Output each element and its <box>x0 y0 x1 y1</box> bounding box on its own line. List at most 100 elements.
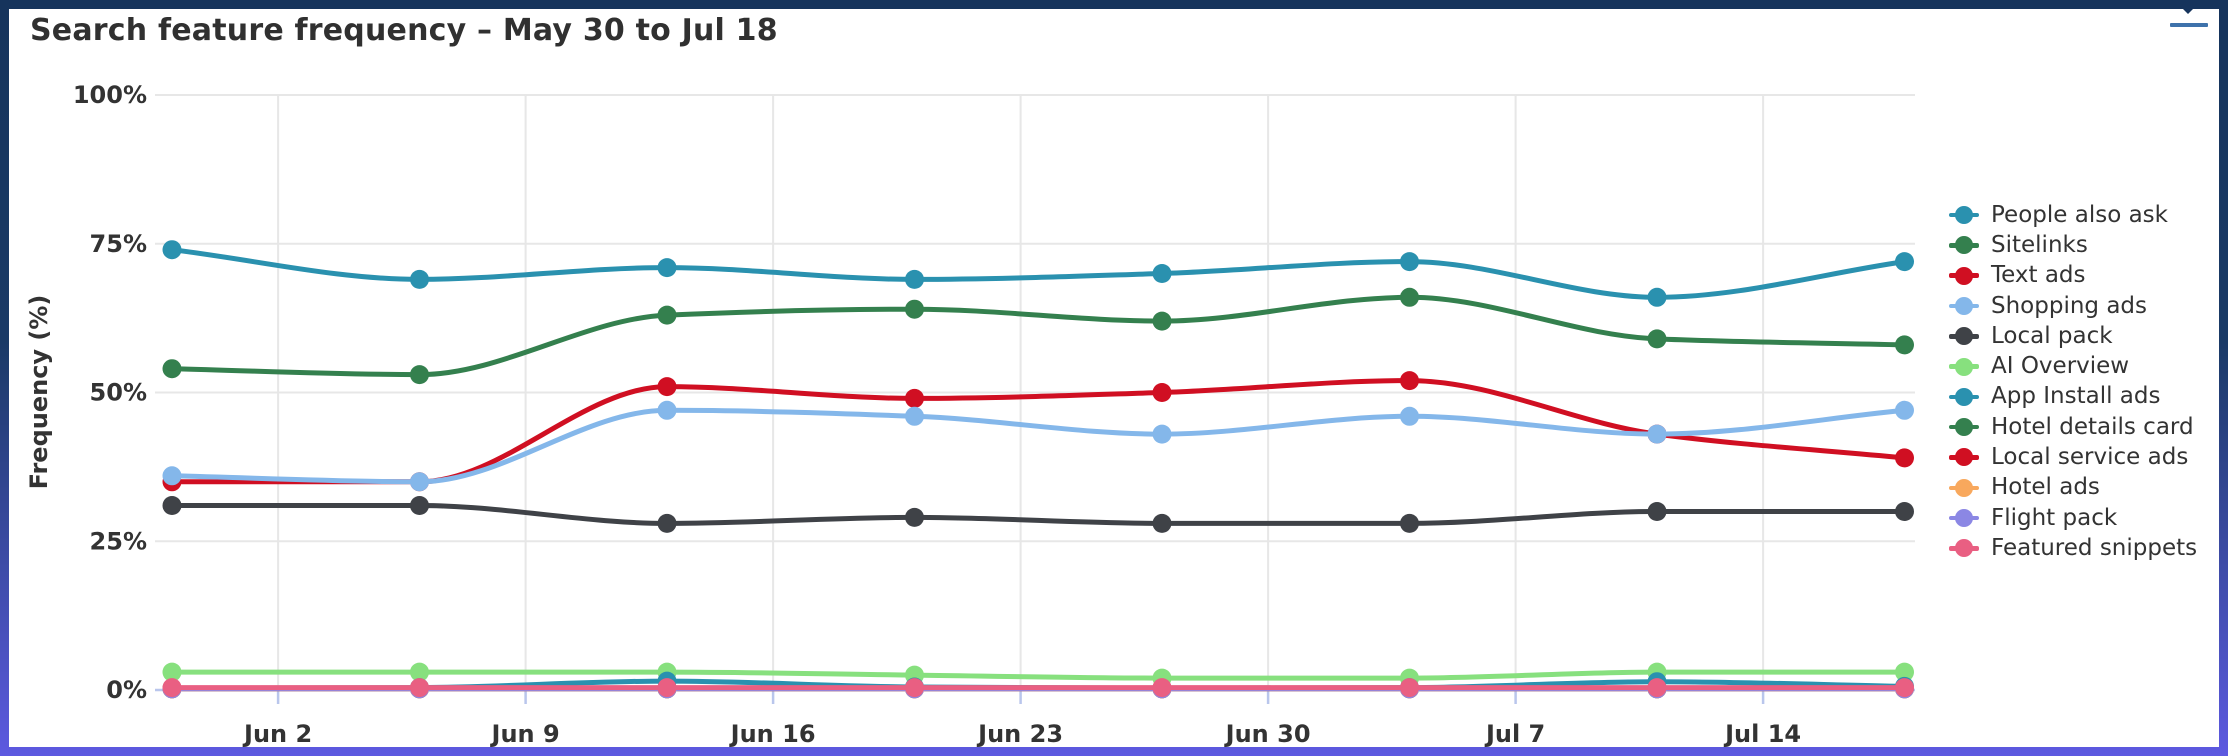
data-point-shopping-ads[interactable] <box>1895 400 1914 420</box>
data-point-text-ads[interactable] <box>1400 371 1419 391</box>
legend-marker-icon <box>1949 540 1979 557</box>
data-point-featured-snippets[interactable] <box>410 678 429 698</box>
data-point-people-also-ask[interactable] <box>905 269 924 289</box>
data-point-featured-snippets[interactable] <box>657 678 677 698</box>
legend-item-ai-overview[interactable]: AI Overview <box>1949 351 2197 381</box>
y-axis-label: Frequency (%) <box>25 295 53 490</box>
data-point-text-ads[interactable] <box>1895 448 1914 468</box>
data-point-local-pack[interactable] <box>410 496 429 515</box>
legend-marker-icon <box>1949 327 1979 345</box>
data-point-sitelinks[interactable] <box>1895 335 1914 355</box>
legend-marker-icon <box>1949 267 1979 284</box>
legend-label: App Install ads <box>1991 383 2161 410</box>
x-tick-label: Jun 30 <box>1224 720 1311 747</box>
legend-marker-icon <box>1949 388 1979 405</box>
data-point-featured-snippets[interactable] <box>1400 678 1419 698</box>
legend-label: AI Overview <box>1991 353 2130 380</box>
legend-label: Local service ads <box>1991 444 2189 471</box>
data-point-people-also-ask[interactable] <box>1895 252 1914 272</box>
data-point-sitelinks[interactable] <box>1152 311 1172 331</box>
chart-menu-button[interactable] <box>2159 0 2219 36</box>
data-point-people-also-ask[interactable] <box>1647 287 1667 307</box>
legend-marker-icon <box>1949 358 1979 375</box>
data-point-featured-snippets[interactable] <box>162 678 182 698</box>
data-point-shopping-ads[interactable] <box>1400 406 1419 426</box>
chart-legend: People also ask Sitelinks Text ads Shopping… <box>1949 200 2197 564</box>
data-point-text-ads[interactable] <box>1152 383 1172 402</box>
data-point-featured-snippets[interactable] <box>905 678 924 698</box>
legend-item-local-service-ads[interactable]: Local service ads <box>1949 442 2197 472</box>
legend-marker-icon <box>1949 297 1979 314</box>
legend-label: Hotel ads <box>1991 474 2100 501</box>
y-tick-label: 25% <box>90 527 147 555</box>
series-line-shopping-ads[interactable] <box>169 407 1907 485</box>
data-point-ai-overview[interactable] <box>410 662 429 682</box>
data-point-shopping-ads[interactable] <box>905 406 924 426</box>
legend-item-text-ads[interactable]: Text ads <box>1949 261 2197 291</box>
data-point-people-also-ask[interactable] <box>162 240 182 260</box>
data-point-shopping-ads[interactable] <box>1152 424 1172 444</box>
chart-title: Search feature frequency – May 30 to Jul… <box>30 13 778 48</box>
data-point-people-also-ask[interactable] <box>657 258 677 278</box>
data-point-local-pack[interactable] <box>657 513 677 533</box>
data-point-shopping-ads[interactable] <box>1647 424 1667 444</box>
legend-item-shopping-ads[interactable]: Shopping ads <box>1949 291 2197 321</box>
legend-item-local-pack[interactable]: Local pack <box>1949 321 2197 351</box>
data-point-shopping-ads[interactable] <box>410 472 429 492</box>
legend-marker-icon <box>1949 509 1979 526</box>
data-point-people-also-ask[interactable] <box>1152 264 1172 283</box>
legend-label: Sitelinks <box>1991 231 2088 258</box>
legend-item-featured-snippets[interactable]: Featured snippets <box>1949 533 2197 563</box>
chart-card: Search feature frequency – May 30 to Jul… <box>9 1 2219 747</box>
legend-item-people-also-ask[interactable]: People also ask <box>1949 200 2197 230</box>
legend-label: Featured snippets <box>1991 534 2198 561</box>
data-point-people-also-ask[interactable] <box>1400 252 1419 272</box>
y-tick-label: 50% <box>90 379 147 407</box>
data-point-local-pack[interactable] <box>905 507 924 527</box>
data-point-sitelinks[interactable] <box>905 299 924 319</box>
data-point-local-pack[interactable] <box>1647 502 1667 521</box>
series-line-people-also-ask[interactable] <box>169 247 1907 300</box>
data-point-shopping-ads[interactable] <box>162 466 182 486</box>
data-point-text-ads[interactable] <box>657 377 677 397</box>
series-line-ai-overview[interactable] <box>169 669 1907 681</box>
data-point-ai-overview[interactable] <box>162 662 182 682</box>
legend-marker-icon <box>1949 206 1979 223</box>
legend-item-hotel-details-card[interactable]: Hotel details card <box>1949 412 2197 442</box>
data-point-featured-snippets[interactable] <box>1152 678 1172 698</box>
data-point-sitelinks[interactable] <box>410 365 429 385</box>
data-point-local-pack[interactable] <box>162 496 182 515</box>
data-point-featured-snippets[interactable] <box>1647 678 1667 698</box>
x-tick-label: Jun 9 <box>490 720 560 747</box>
series-line-text-ads[interactable] <box>169 378 1907 485</box>
data-point-people-also-ask[interactable] <box>410 269 429 289</box>
data-point-featured-snippets[interactable] <box>1895 678 1914 698</box>
legend-label: Text ads <box>1991 262 2086 289</box>
data-point-sitelinks[interactable] <box>1647 329 1667 349</box>
data-point-text-ads[interactable] <box>905 388 924 408</box>
legend-item-app-install-ads[interactable]: App Install ads <box>1949 382 2197 412</box>
legend-marker-icon <box>1949 449 1979 466</box>
series-line-local-pack[interactable] <box>169 502 1907 526</box>
x-tick-label: Jun 23 <box>976 720 1063 747</box>
legend-label: Flight pack <box>1991 504 2118 531</box>
data-point-local-pack[interactable] <box>1152 513 1172 533</box>
data-point-ai-overview[interactable] <box>1895 662 1914 682</box>
legend-item-sitelinks[interactable]: Sitelinks <box>1949 230 2197 260</box>
legend-marker-icon <box>1949 237 1979 254</box>
y-tick-label: 75% <box>90 230 147 258</box>
data-point-shopping-ads[interactable] <box>657 400 677 420</box>
menu-underline-bar <box>2170 23 2208 27</box>
series-line-sitelinks[interactable] <box>169 294 1907 378</box>
legend-item-flight-pack[interactable]: Flight pack <box>1949 503 2197 533</box>
data-point-sitelinks[interactable] <box>657 305 677 325</box>
x-tick-label: Jun 2 <box>242 720 312 747</box>
legend-item-hotel-ads[interactable]: Hotel ads <box>1949 473 2197 503</box>
data-point-sitelinks[interactable] <box>1400 287 1419 307</box>
legend-label: Hotel details card <box>1991 413 2194 440</box>
x-tick-label: Jul 14 <box>1723 720 1801 747</box>
data-point-local-pack[interactable] <box>1895 502 1914 521</box>
legend-label: Local pack <box>1991 322 2113 349</box>
data-point-local-pack[interactable] <box>1400 513 1419 533</box>
data-point-sitelinks[interactable] <box>162 359 182 379</box>
